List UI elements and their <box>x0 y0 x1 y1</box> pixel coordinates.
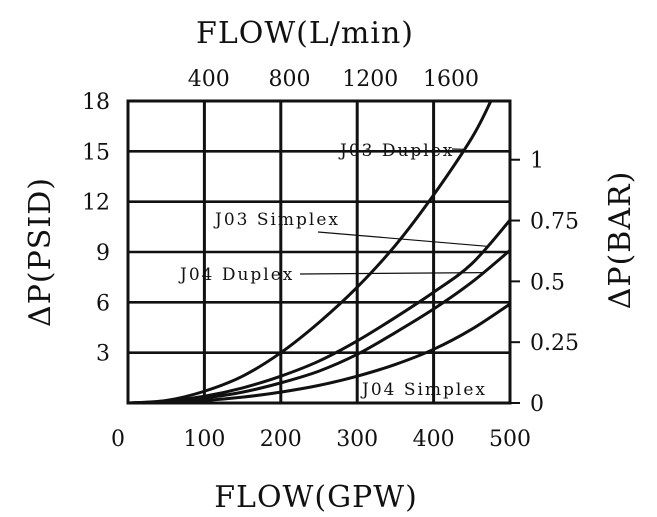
curve-j03-duplex <box>127 100 493 405</box>
x-bottom-tick-label: 100 <box>183 427 225 452</box>
curve-j04-duplex <box>127 249 511 405</box>
y-left-tick-label: 15 <box>82 140 110 165</box>
label-j04-duplex: J04 Duplex <box>178 265 294 285</box>
x-top-axis-title: FLOW(L/min) <box>196 16 414 51</box>
x-bottom-tick-label: 400 <box>413 427 455 452</box>
y-right-tick-label: 0.75 <box>530 210 579 235</box>
label-j04-simplex: J04 Simplex <box>360 380 487 400</box>
x-bottom-tick-label: 0 <box>111 427 125 452</box>
x-bottom-tick-label: 500 <box>489 427 531 452</box>
annotation-leaders <box>299 148 488 275</box>
x-bottom-axis-title: FLOW(GPW) <box>214 480 418 515</box>
grid <box>128 101 510 403</box>
x-bottom-tick-label: 200 <box>260 427 302 452</box>
curve-j04-simplex <box>127 302 511 405</box>
leader-j03-simplex <box>317 231 488 247</box>
label-j03-simplex: J03 Simplex <box>213 210 340 230</box>
curve-j03-simplex <box>127 219 512 405</box>
y-left-tick-label: 3 <box>96 342 110 367</box>
x-top-tick-label: 1200 <box>342 67 398 92</box>
x-top-tick-label: 1600 <box>423 67 479 92</box>
leader-j04-duplex <box>299 272 484 275</box>
y-right-axis-title: ΔP(BAR) <box>603 171 638 310</box>
y-right-tick-label: 1 <box>530 149 544 174</box>
y-right-tick-label: 0.25 <box>530 331 579 356</box>
y-right-tick-label: 0 <box>530 392 544 417</box>
label-j03-duplex: J03 Duplex <box>338 141 454 161</box>
curves <box>127 100 512 405</box>
y-left-tick-label: 18 <box>82 90 110 115</box>
y-left-tick-label: 6 <box>96 291 110 316</box>
y-left-axis-title: ΔP(PSID) <box>23 177 58 327</box>
x-top-tick-label: 400 <box>188 67 230 92</box>
y-right-tick-label: 0.5 <box>530 270 565 295</box>
x-bottom-tick-label: 300 <box>336 427 378 452</box>
x-top-tick-label: 800 <box>268 67 310 92</box>
y-left-tick-label: 9 <box>96 241 110 266</box>
y-left-tick-label: 12 <box>82 191 110 216</box>
tick-labels: 0 100 200 300 400 500 400 800 1200 1600 3 6 9 12 15 18 0… <box>82 67 579 452</box>
